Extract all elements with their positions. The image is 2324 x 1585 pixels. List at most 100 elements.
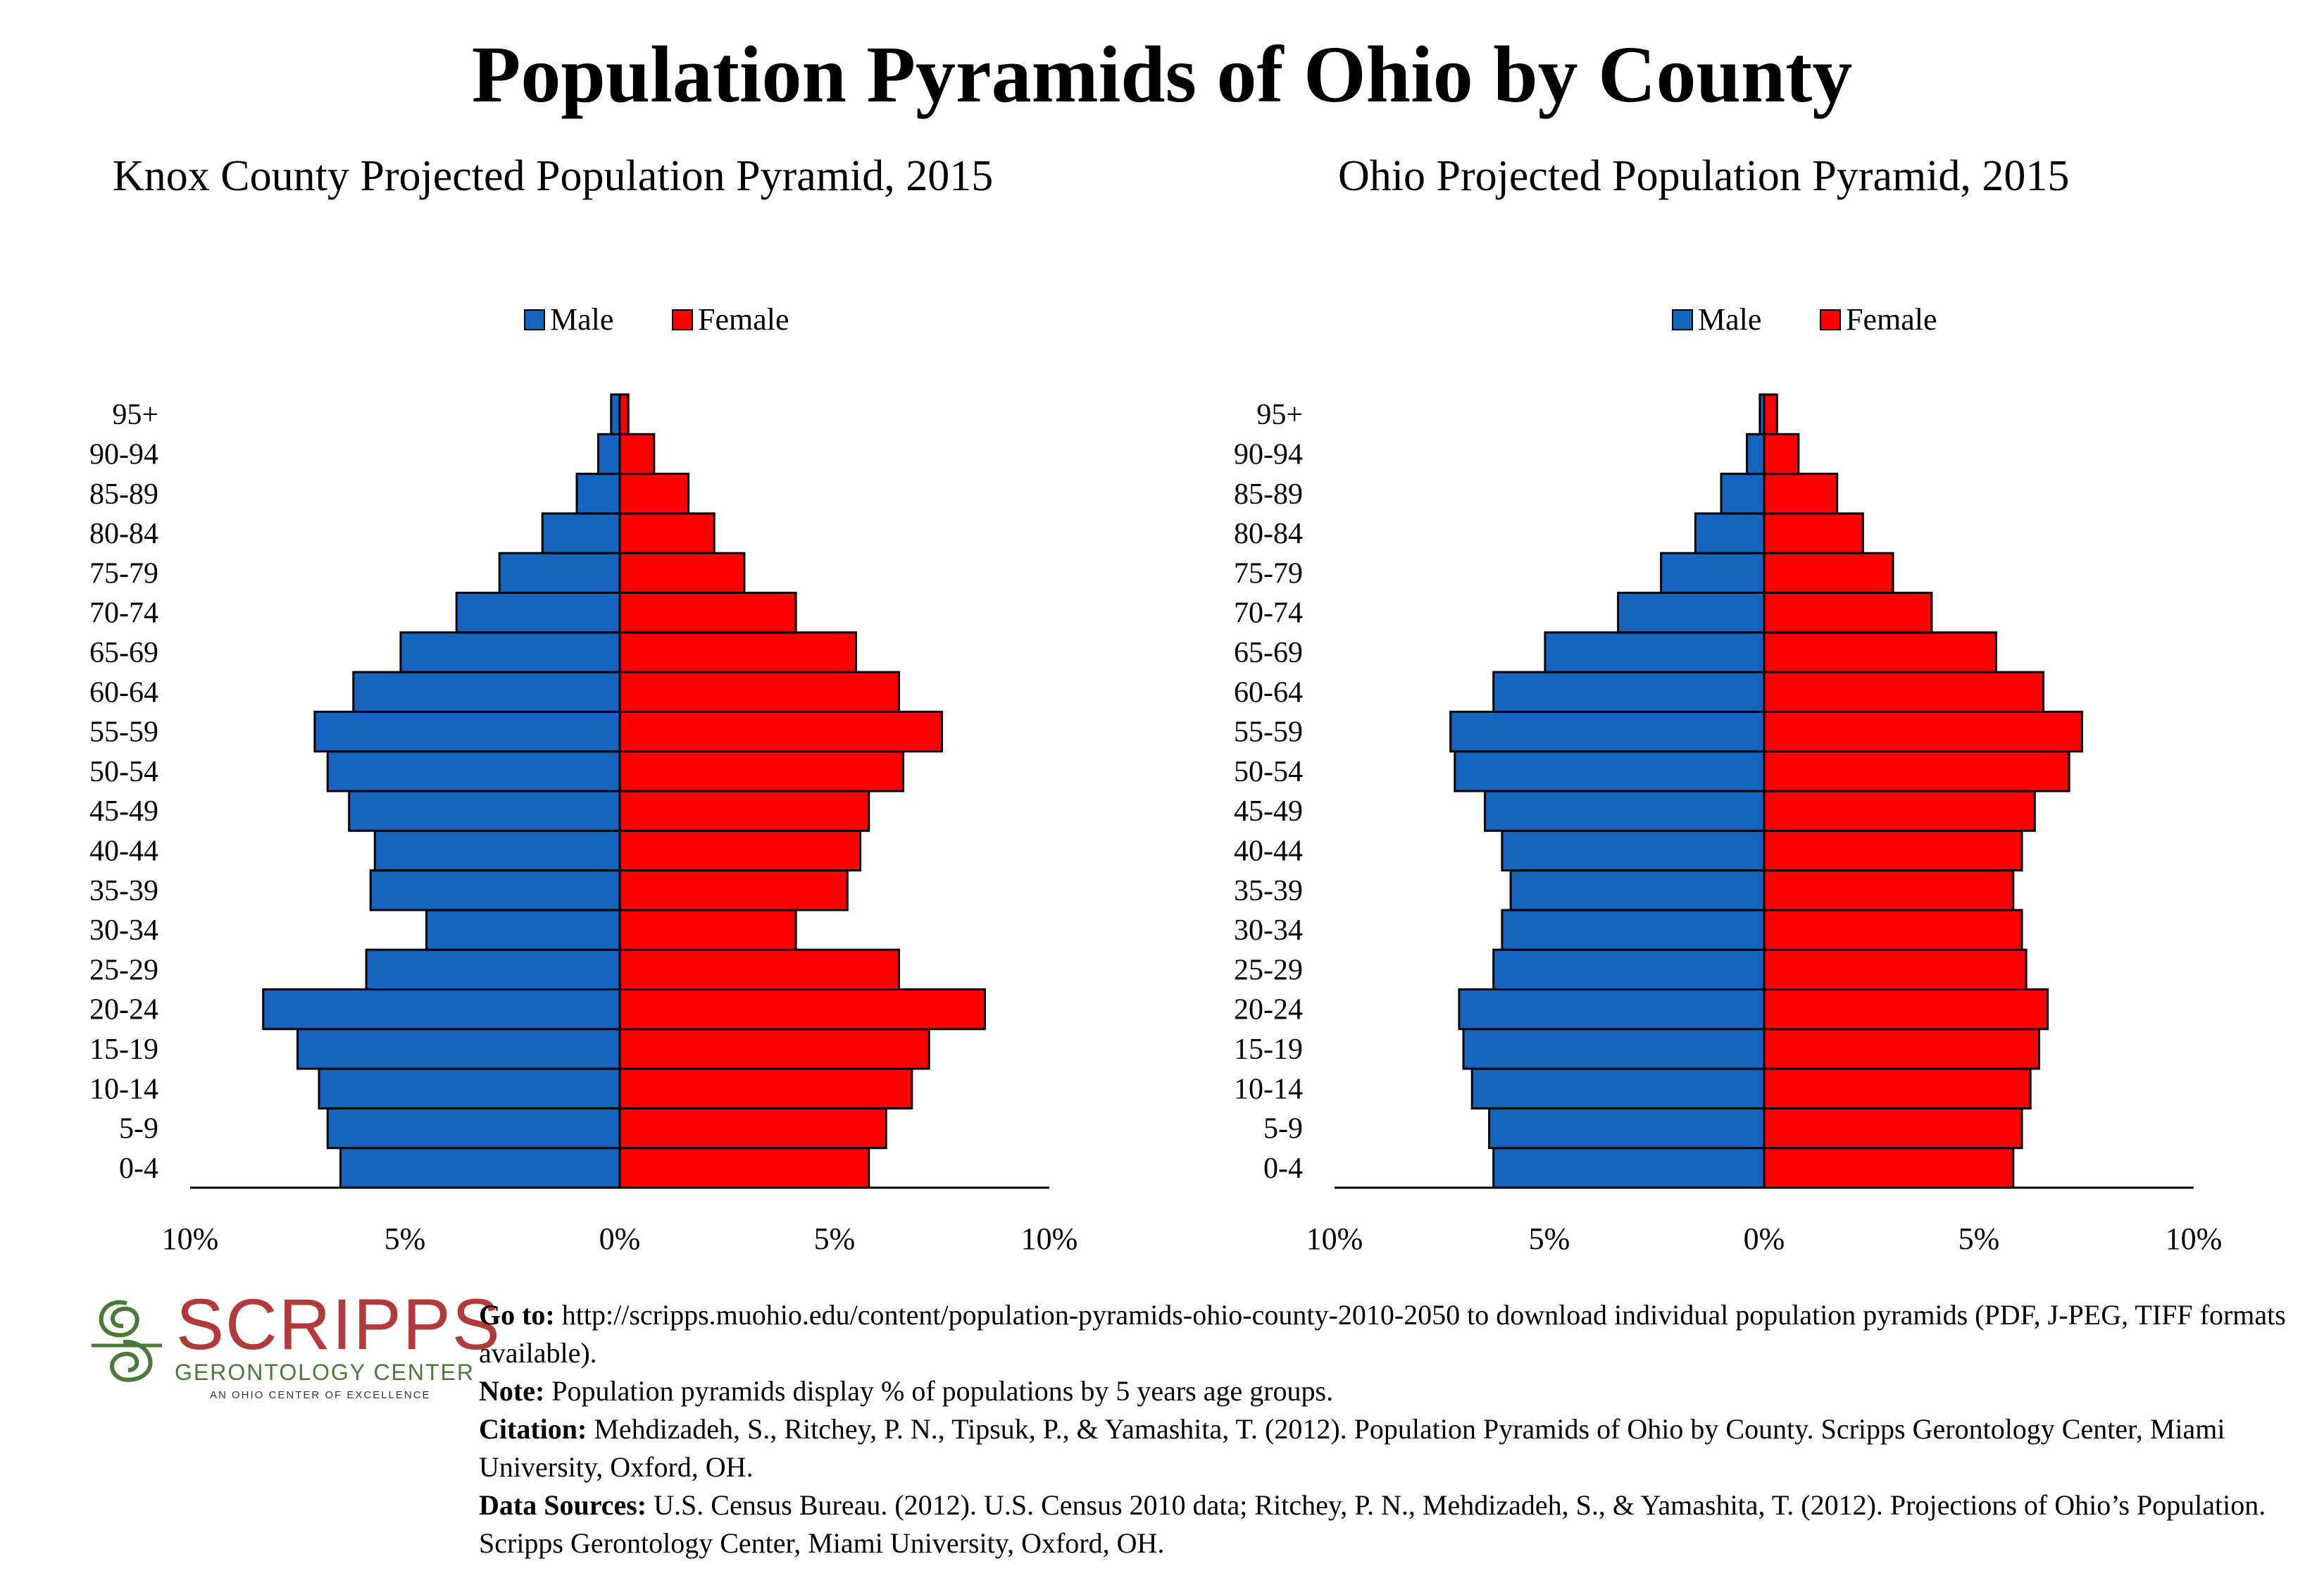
knox-female-bar-80-84 [618, 512, 716, 554]
knox-female-bar-20-24 [618, 988, 986, 1031]
knox-female-bar-25-29 [618, 948, 900, 990]
knox-female-bar-40-44 [618, 829, 862, 872]
knox-male-bar-40-44 [373, 829, 621, 872]
ohio-female-bar-75-79 [1763, 552, 1894, 595]
ohio-age-label: 90-94 [1234, 438, 1303, 471]
knox-age-label: 70-74 [89, 597, 158, 630]
logo-wordmark: SCRIPPS [176, 1284, 501, 1365]
ohio-male-bar-85-89 [1720, 473, 1766, 515]
knox-legend-swatch-male [524, 309, 545, 330]
ohio-pyramid-chart: 0-4 5-9 10-14 15-19 20-24 25-29 30-34 35-39 40-4… [1234, 302, 2223, 1256]
ohio-male-bar-50-54 [1454, 750, 1766, 792]
knox-x-tick-label: 10% [1021, 1222, 1078, 1256]
ohio-age-label: 30-34 [1234, 914, 1303, 947]
ohio-age-label: 10-14 [1234, 1073, 1303, 1105]
ohio-male-bar-40-44 [1501, 829, 1766, 872]
notes-block: Go to: http://scripps.muohio.edu/content… [479, 1296, 2310, 1562]
ohio-female-bar-65-69 [1763, 631, 1997, 673]
ohio-male-bar-0-4 [1492, 1147, 1766, 1189]
knox-age-label: 0-4 [119, 1152, 158, 1185]
ohio-male-bar-65-69 [1544, 631, 1766, 673]
ohio-x-tick-label: 10% [1306, 1222, 1363, 1256]
ohio-female-bar-45-49 [1763, 790, 2036, 832]
ohio-x-tick-label: 5% [1529, 1222, 1570, 1256]
ohio-male-bar-90-94 [1746, 433, 1766, 476]
ohio-male-bar-45-49 [1484, 790, 1766, 832]
knox-female-bar-70-74 [618, 592, 797, 634]
knox-female-bar-75-79 [618, 552, 746, 595]
knox-legend-label-female: Female [698, 302, 789, 337]
knox-age-label: 35-39 [89, 875, 158, 907]
scripps-logo: SCRIPPS GERONTOLOGY CENTER AN OHIO CENTE… [85, 1284, 500, 1409]
ohio-legend-label-male: Male [1698, 302, 1761, 337]
ohio-male-bar-80-84 [1694, 512, 1766, 554]
knox-male-bar-30-34 [425, 909, 621, 951]
ohio-male-bar-10-14 [1470, 1067, 1766, 1110]
knox-age-label: 90-94 [89, 438, 158, 471]
knox-male-bar-10-14 [318, 1067, 621, 1110]
ohio-age-label: 40-44 [1234, 835, 1303, 867]
ohio-female-bar-55-59 [1763, 710, 2083, 753]
ohio-legend-swatch-female [1820, 309, 1841, 330]
knox-age-label: 95+ [112, 399, 158, 431]
ohio-age-label: 45-49 [1234, 795, 1303, 828]
knox-age-label: 45-49 [89, 795, 158, 828]
ohio-age-label: 55-59 [1234, 716, 1303, 749]
ohio-age-label: 60-64 [1234, 676, 1303, 709]
ohio-male-bar-35-39 [1509, 869, 1766, 912]
knox-age-label: 65-69 [89, 637, 158, 669]
ohio-male-bar-30-34 [1501, 909, 1766, 951]
ohio-x-tick-label: 10% [2166, 1222, 2223, 1256]
goto-note: Go to: http://scripps.muohio.edu/content… [479, 1296, 2310, 1372]
ohio-male-bar-75-79 [1660, 552, 1766, 595]
ohio-female-bar-35-39 [1763, 869, 2015, 912]
ohio-female-bar-95+ [1763, 393, 1778, 435]
ohio-female-bar-85-89 [1763, 473, 1839, 515]
ohio-age-label: 65-69 [1234, 637, 1303, 669]
knox-age-label: 50-54 [89, 756, 158, 788]
citation-note: Citation: Mehdizadeh, S., Ritchey, P. N.… [479, 1410, 2310, 1486]
ohio-age-label: 70-74 [1234, 597, 1303, 630]
ohio-male-bar-70-74 [1617, 592, 1766, 634]
ohio-age-label: 5-9 [1263, 1113, 1303, 1145]
knox-age-label: 40-44 [89, 835, 158, 867]
knox-female-bar-95+ [618, 393, 630, 435]
ohio-female-bar-10-14 [1763, 1067, 2032, 1110]
ohio-age-label: 0-4 [1263, 1152, 1303, 1185]
knox-female-bar-10-14 [618, 1067, 913, 1110]
knox-age-label: 25-29 [89, 954, 158, 986]
ohio-age-label: 95+ [1256, 399, 1303, 431]
ohio-age-label: 20-24 [1234, 994, 1303, 1026]
ohio-age-label: 25-29 [1234, 954, 1303, 986]
ohio-male-bar-15-19 [1462, 1028, 1766, 1070]
ohio-female-bar-15-19 [1763, 1028, 2040, 1070]
goto-label: Go to: [479, 1299, 555, 1331]
note-text: Population pyramids display % of populat… [544, 1375, 1334, 1407]
ohio-female-bar-80-84 [1763, 512, 1864, 554]
ohio-age-label: 80-84 [1234, 518, 1303, 550]
ohio-female-bar-40-44 [1763, 829, 2023, 872]
ohio-age-label: 50-54 [1234, 756, 1303, 788]
knox-female-bar-90-94 [618, 433, 656, 476]
knox-x-tick-label: 5% [385, 1222, 426, 1256]
knox-male-bar-35-39 [369, 869, 621, 912]
ohio-female-bar-70-74 [1763, 592, 1933, 634]
knox-legend-swatch-female [672, 309, 693, 330]
ohio-female-bar-20-24 [1763, 988, 2049, 1031]
ohio-male-bar-20-24 [1458, 988, 1766, 1031]
ohio-male-bar-60-64 [1492, 671, 1766, 713]
logo-tagline: AN OHIO CENTER OF EXCELLENCE [210, 1389, 431, 1401]
ohio-legend-label-female: Female [1846, 302, 1937, 337]
sources-text: U.S. Census Bureau. (2012). U.S. Census … [479, 1489, 2266, 1559]
ohio-female-bar-50-54 [1763, 750, 2070, 792]
sources-note: Data Sources: U.S. Census Bureau. (2012)… [479, 1486, 2310, 1562]
knox-female-bar-45-49 [618, 790, 870, 832]
knox-x-tick-label: 5% [814, 1222, 856, 1256]
knox-pyramid-chart: 0-4 5-9 10-14 15-19 20-24 25-29 30-34 35-39 40-4… [89, 302, 1078, 1256]
knox-male-bar-85-89 [575, 473, 621, 515]
ohio-female-bar-0-4 [1763, 1147, 2015, 1189]
ohio-age-label: 15-19 [1234, 1033, 1303, 1066]
ohio-age-label: 35-39 [1234, 875, 1303, 907]
citation-text: Mehdizadeh, S., Ritchey, P. N., Tipsuk, … [479, 1413, 2225, 1483]
knox-male-bar-70-74 [455, 592, 621, 634]
